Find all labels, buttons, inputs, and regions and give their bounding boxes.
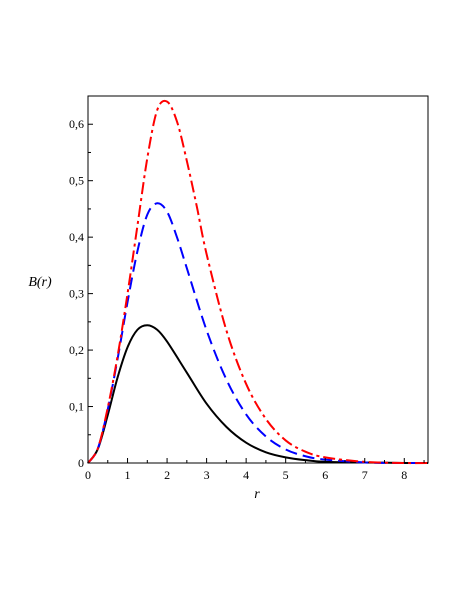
series-line-2-dashed [87,202,429,465]
x-tick-label: 6 [322,468,328,482]
series-line-1-solid [87,324,429,465]
y-tick-label: 0 [78,456,84,470]
x-tick-label: 0 [85,468,91,482]
x-tick-label: 8 [401,468,407,482]
x-axis-label: r [254,487,260,502]
x-tick-label: 5 [283,468,289,482]
plot-frame [87,95,429,464]
series-line-3-dashdot [87,99,429,465]
x-tick-label: 3 [204,468,210,482]
y-tick-label: 0,5 [69,174,84,188]
axes-layer: 0 1 2 3 4 5 6 7 8 0 0,1 0,2 0,3 0,4 0,5 0,6 [69,95,425,482]
x-tick-label: 1 [125,468,131,482]
y-tick-label: 0,2 [69,343,84,357]
y-tick-label: 0,6 [69,117,84,131]
plot-area [87,95,429,464]
x-tick-label: 4 [243,468,249,482]
x-tick-label: 2 [164,468,170,482]
x-tick-label: 7 [362,468,368,482]
y-tick-label: 0,1 [69,400,84,414]
series-layer [87,99,429,465]
y-tick-label: 0,3 [69,287,84,301]
y-tick-label: 0,4 [69,230,84,244]
y-axis-label: B(r) [28,275,52,290]
